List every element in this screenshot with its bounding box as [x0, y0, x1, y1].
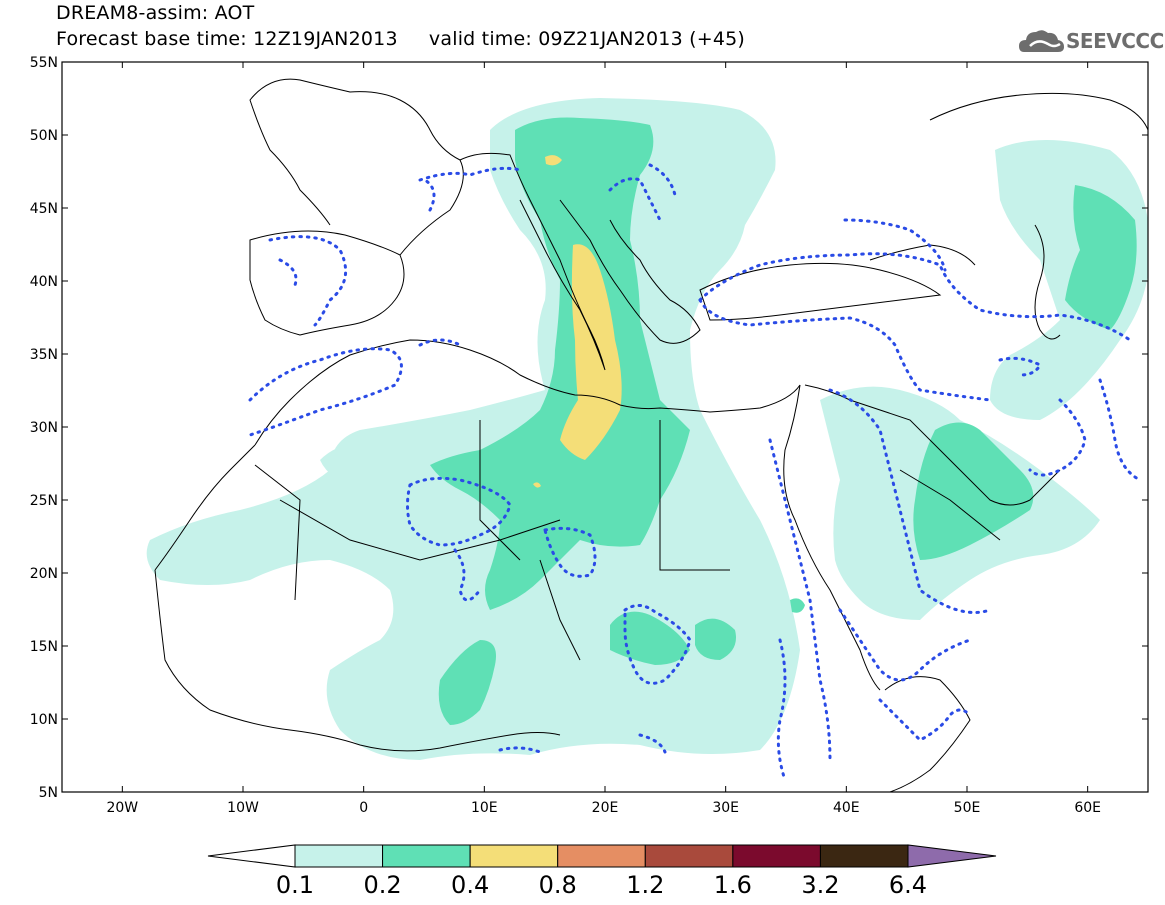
colorbar-max-arrow [907, 844, 997, 868]
colorbar-swatch [557, 844, 646, 868]
lon-label: 60E [1074, 800, 1101, 816]
dust-load-contours [248, 163, 1142, 782]
lat-label: 15N [30, 639, 58, 655]
colorbar-min-arrow [207, 844, 296, 868]
lat-label: 25N [30, 493, 58, 509]
latitude-axis: 55N 50N 45N 40N 35N 30N 25N 20N 15N 10N 5N [30, 55, 1148, 801]
colorbar-label: 6.4 [889, 871, 927, 899]
colorbar-label: 0.2 [363, 871, 401, 899]
lon-label: 10E [471, 800, 498, 816]
lat-label: 50N [30, 128, 58, 144]
lat-label: 5N [39, 785, 58, 801]
colorbar-label: 1.2 [626, 871, 664, 899]
lon-label: 50E [954, 800, 981, 816]
colorbar-label: 3.2 [801, 871, 839, 899]
coastlines [154, 78, 1148, 792]
forecast-time-line: Forecast base time: 12Z19JAN2013 valid t… [56, 28, 746, 50]
colorbar-label: 1.6 [714, 871, 752, 899]
lon-label: 0 [359, 800, 368, 816]
colorbar-swatch [819, 844, 909, 868]
lat-label: 55N [30, 55, 58, 71]
map-title: DREAM8-assim: AOT [56, 2, 255, 24]
colorbar-swatch [469, 844, 559, 868]
colorbar-label: 0.4 [451, 871, 489, 899]
lon-label: 40E [833, 800, 860, 816]
aot-shade-0.2 [430, 117, 1137, 725]
colorbar-swatch [644, 844, 734, 868]
colorbar-label: 0.8 [539, 871, 577, 899]
lon-label: 30E [712, 800, 739, 816]
lon-label: 20W [106, 800, 138, 816]
lon-label: 10W [227, 800, 259, 816]
colorbar-swatch [382, 844, 471, 868]
longitude-axis: 20W 10W 0 10E 20E 30E 40E 50E 60E [106, 62, 1101, 816]
lat-label: 35N [30, 347, 58, 363]
lat-label: 45N [30, 201, 58, 217]
colorbar-label: 0.1 [276, 871, 314, 899]
lat-label: 10N [30, 712, 58, 728]
lat-label: 20N [30, 566, 58, 582]
colorbar: 0.1 0.2 0.4 0.8 1.2 1.6 3.2 6.4 [207, 844, 997, 899]
lon-label: 20E [592, 800, 619, 816]
lat-label: 40N [30, 274, 58, 290]
logo-text: SEEVCCC [1066, 29, 1164, 53]
colorbar-swatch [294, 844, 384, 868]
colorbar-swatch [732, 844, 821, 868]
lat-label: 30N [30, 420, 58, 436]
seevccc-logo: SEEVCCC [1018, 26, 1164, 60]
cloud-icon [1019, 30, 1064, 52]
